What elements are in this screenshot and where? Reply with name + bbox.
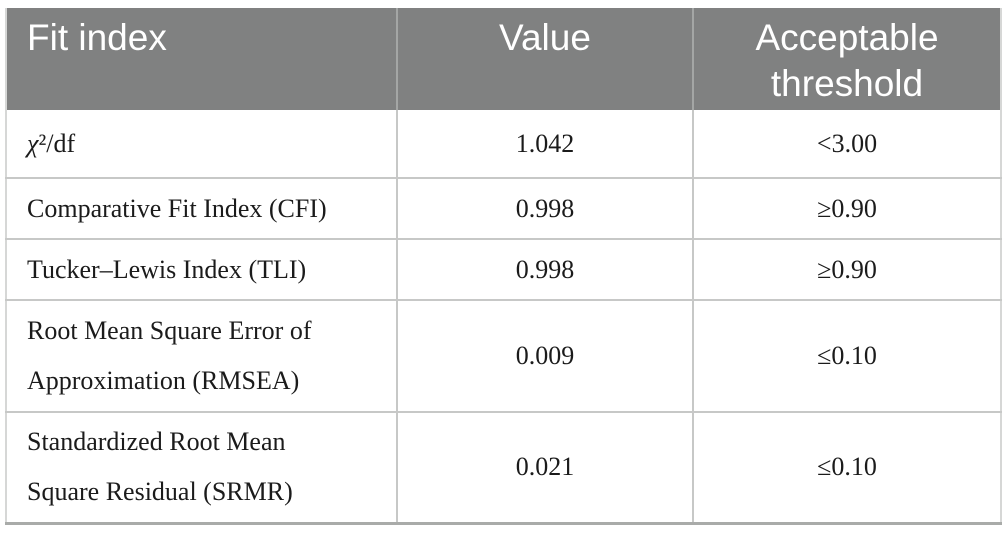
cell-threshold: ≤0.10 <box>692 411 1001 523</box>
column-header-acceptable-threshold: Acceptable threshold <box>692 8 1001 110</box>
cell-fit-index-srmr: Standardized Root Mean Square Residual (… <box>6 411 397 523</box>
column-header-fit-index: Fit index <box>6 8 397 110</box>
table-row: Comparative Fit Index (CFI) 0.998 ≥0.90 <box>6 177 1001 239</box>
table-row: χ²/df 1.042 <3.00 <box>6 110 1001 178</box>
table-row: Root Mean Square Error of Approximation … <box>6 299 1001 412</box>
cell-value: 0.021 <box>396 411 693 523</box>
fit-indices-table: Fit index Value Acceptable threshold χ²/… <box>5 8 1002 525</box>
cell-threshold: ≥0.90 <box>692 238 1001 300</box>
table-header: Fit index Value Acceptable threshold <box>6 8 1001 110</box>
cell-fit-index-chi2-df: χ²/df <box>6 110 397 178</box>
table-row: Standardized Root Mean Square Residual (… <box>6 411 1001 523</box>
cell-fit-index-rmsea: Root Mean Square Error of Approximation … <box>6 299 397 412</box>
cell-threshold: ≤0.10 <box>692 299 1001 412</box>
cell-threshold: <3.00 <box>692 110 1001 178</box>
cell-value: 0.009 <box>396 299 693 412</box>
cell-threshold: ≥0.90 <box>692 177 1001 239</box>
table-row: Tucker–Lewis Index (TLI) 0.998 ≥0.90 <box>6 238 1001 300</box>
chi-df-suffix: ²/df <box>38 128 76 158</box>
cell-fit-index-tli: Tucker–Lewis Index (TLI) <box>6 238 397 300</box>
cell-value: 0.998 <box>396 177 693 239</box>
header-row: Fit index Value Acceptable threshold <box>6 8 1001 110</box>
cell-fit-index-cfi: Comparative Fit Index (CFI) <box>6 177 397 239</box>
cell-value: 1.042 <box>396 110 693 178</box>
cell-value: 0.998 <box>396 238 693 300</box>
chi-symbol: χ <box>27 128 39 158</box>
table-body: χ²/df 1.042 <3.00 Comparative Fit Index … <box>6 110 1001 523</box>
column-header-value: Value <box>396 8 693 110</box>
